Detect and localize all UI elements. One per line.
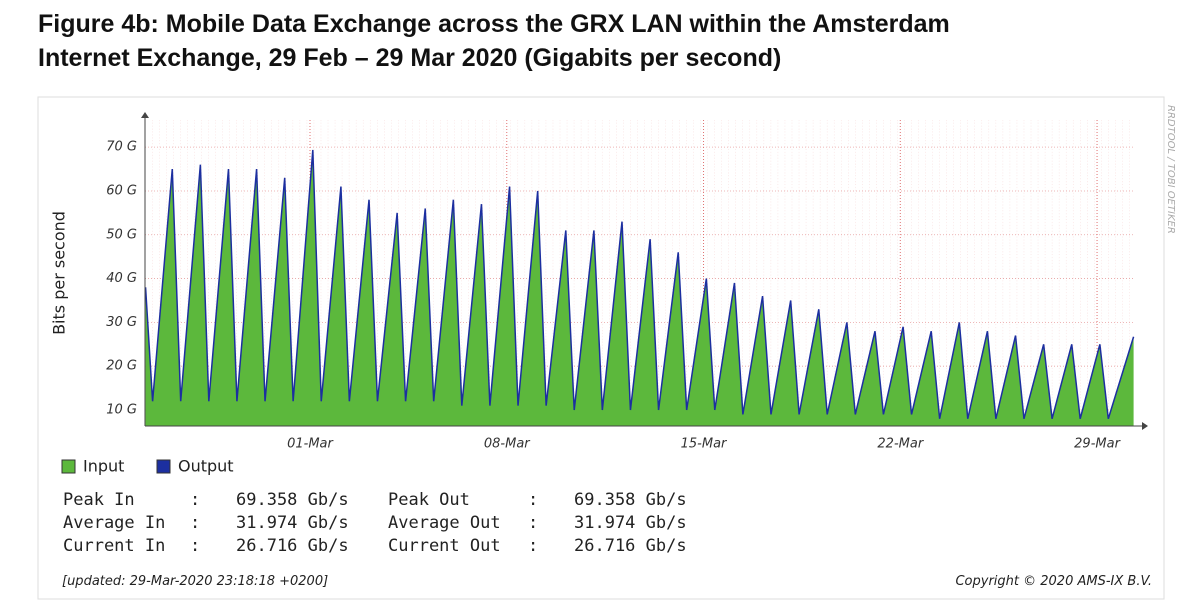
- x-tick-label: 08-Mar: [484, 437, 531, 452]
- stat-text: 69.358 Gb/s: [574, 490, 687, 510]
- x-tick-label: 22-Mar: [877, 437, 924, 452]
- y-axis-arrow: [141, 112, 149, 118]
- y-tick-label: 60 G: [106, 183, 137, 198]
- legend-label: Input: [83, 457, 124, 476]
- y-tick-label: 20 G: [106, 359, 137, 374]
- y-tick-label: 70 G: [106, 140, 137, 155]
- stat-text: Peak In: [63, 490, 135, 510]
- y-axis-label: Bits per second: [50, 211, 69, 335]
- stat-text: Average Out: [388, 513, 501, 533]
- legend-swatch: [156, 459, 171, 474]
- y-tick-label: 50 G: [106, 227, 137, 242]
- copyright: Copyright © 2020 AMS-IX B.V.: [955, 574, 1152, 589]
- x-tick-label: 15-Mar: [681, 437, 728, 452]
- stat-text: 69.358 Gb/s: [236, 490, 349, 510]
- x-tick-label: 01-Mar: [287, 437, 334, 452]
- stat-text: :: [528, 513, 538, 533]
- legend-swatch: [61, 459, 76, 474]
- x-tick-label: 29-Mar: [1074, 437, 1121, 452]
- output-line: [144, 149, 1135, 419]
- y-tick-label: 40 G: [106, 271, 137, 286]
- chart-title: Internet Exchange, 29 Feb – 29 Mar 2020 …: [38, 44, 781, 72]
- y-tick-label: 10 G: [106, 403, 137, 418]
- watermark: RRDTOOL / TOBI OETIKER: [1165, 105, 1176, 234]
- stat-text: :: [528, 490, 538, 510]
- stat-text: 31.974 Gb/s: [574, 513, 687, 533]
- stat-text: 26.716 Gb/s: [574, 536, 687, 556]
- stat-text: Current In: [63, 536, 165, 556]
- stat-text: :: [190, 536, 200, 556]
- stat-text: 26.716 Gb/s: [236, 536, 349, 556]
- x-axis-arrow: [1142, 422, 1148, 430]
- stat-text: Current Out: [388, 536, 501, 556]
- chart-title: Figure 4b: Mobile Data Exchange across t…: [38, 10, 950, 38]
- panel-frame: [37, 96, 1165, 600]
- y-tick-label: 30 G: [106, 315, 137, 330]
- legend-label: Output: [178, 457, 234, 476]
- stat-text: :: [190, 513, 200, 533]
- stat-text: :: [190, 490, 200, 510]
- stat-text: Peak Out: [388, 490, 470, 510]
- stat-text: 31.974 Gb/s: [236, 513, 349, 533]
- updated-note: [updated: 29-Mar-2020 23:18:18 +0200]: [62, 574, 328, 589]
- stat-text: :: [528, 536, 538, 556]
- stat-text: Average In: [63, 513, 165, 533]
- input-area: [145, 149, 1134, 426]
